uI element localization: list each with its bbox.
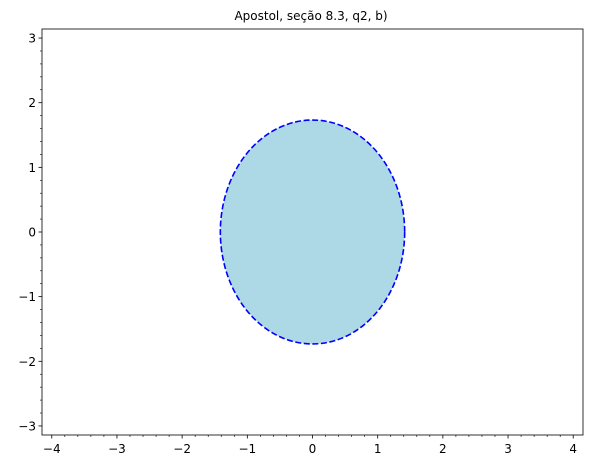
y-tick-label: −1 xyxy=(18,290,36,304)
x-tick-label: −1 xyxy=(238,442,256,456)
x-tick-label: −2 xyxy=(173,442,191,456)
ellipse-region-fill xyxy=(220,120,405,344)
y-tick-label: 3 xyxy=(28,32,36,46)
y-tick-label: −2 xyxy=(18,355,36,369)
y-tick-label: 1 xyxy=(28,161,36,175)
y-tick-label: −3 xyxy=(18,419,36,433)
ellipse-boundary-dashed xyxy=(219,119,406,345)
x-tick-label: −3 xyxy=(108,442,126,456)
x-tick-label: 4 xyxy=(569,442,577,456)
x-tick-label: 1 xyxy=(374,442,382,456)
y-tick-label: 2 xyxy=(28,96,36,110)
x-tick-label: 3 xyxy=(504,442,512,456)
chart-title: Apostol, seção 8.3, q2, b) xyxy=(234,9,387,23)
x-tick-label: −4 xyxy=(43,442,61,456)
x-tick-label: 0 xyxy=(309,442,317,456)
plot-area: −4 −3 −2 −1 0 1 2 3 4 −3 −2 −1 0 1 2 3 xyxy=(18,28,584,456)
y-tick-label: 0 xyxy=(28,226,36,240)
x-tick-label: 2 xyxy=(439,442,447,456)
